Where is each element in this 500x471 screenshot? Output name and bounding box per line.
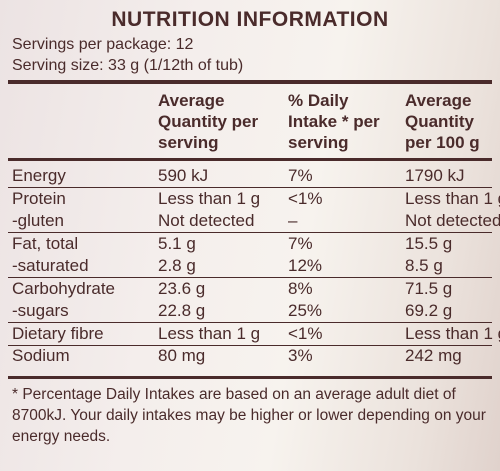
rule bbox=[8, 80, 492, 84]
row-value: 5.1 g bbox=[158, 233, 196, 253]
row-value: Less than 1 g bbox=[158, 188, 261, 208]
row-label: Carbohydrate bbox=[12, 278, 116, 298]
row-value: 12% bbox=[288, 256, 323, 275]
row-value: 22.8 g bbox=[158, 301, 206, 320]
row-value: 8% bbox=[288, 278, 313, 298]
row-value: 242 mg bbox=[405, 346, 462, 365]
row-rule bbox=[8, 187, 492, 188]
row-value: 69.2 g bbox=[405, 301, 453, 320]
row-rule bbox=[8, 277, 492, 278]
column-header: Average Quantity per 100 g bbox=[405, 91, 480, 152]
row-value: 3% bbox=[288, 346, 313, 365]
row-value: 25% bbox=[288, 301, 323, 320]
column-header: % Daily Intake * per serving bbox=[288, 91, 380, 152]
row-label: -saturated bbox=[12, 256, 89, 275]
row-value: Less than 1 g bbox=[405, 188, 500, 208]
row-rule bbox=[8, 344, 492, 346]
row-value: Less than 1 g bbox=[158, 323, 261, 343]
row-value: 15.5 g bbox=[405, 233, 453, 253]
row-value: 80 mg bbox=[158, 346, 206, 365]
row-label: Fat, total bbox=[12, 233, 79, 253]
row-rule bbox=[8, 322, 492, 323]
row-label: -gluten bbox=[12, 211, 64, 230]
row-value: – bbox=[288, 211, 298, 230]
rule bbox=[8, 158, 492, 161]
servings-line: Servings per package: 12 bbox=[12, 36, 194, 53]
row-value: Not detected bbox=[158, 211, 255, 230]
row-label: Sodium bbox=[12, 346, 70, 365]
row-value: 590 kJ bbox=[158, 166, 209, 185]
row-value: Less than 1 g bbox=[405, 323, 500, 343]
row-label: -sugars bbox=[12, 301, 69, 320]
row-value: 2.8 g bbox=[158, 256, 196, 275]
rule bbox=[8, 376, 492, 379]
row-label: Energy bbox=[12, 166, 66, 185]
column-header: Average Quantity per serving bbox=[158, 91, 259, 152]
row-value: 7% bbox=[288, 166, 313, 185]
title: NUTRITION INFORMATION bbox=[111, 8, 389, 31]
footnote: * Percentage Daily Intakes are based on … bbox=[12, 386, 486, 445]
row-value: 8.5 g bbox=[405, 256, 443, 275]
row-value: <1% bbox=[288, 323, 323, 343]
row-value: 1790 kJ bbox=[405, 166, 465, 185]
row-value: 71.5 g bbox=[405, 278, 453, 298]
row-label: Protein bbox=[12, 188, 66, 208]
row-value: Not detected bbox=[405, 211, 500, 230]
row-value: <1% bbox=[288, 188, 323, 208]
servings-line: Serving size: 33 g (1/12th of tub) bbox=[12, 57, 244, 74]
row-value: 7% bbox=[288, 233, 313, 253]
row-label: Dietary fibre bbox=[12, 323, 104, 343]
row-value: 23.6 g bbox=[158, 278, 206, 298]
row-rule bbox=[8, 232, 492, 233]
